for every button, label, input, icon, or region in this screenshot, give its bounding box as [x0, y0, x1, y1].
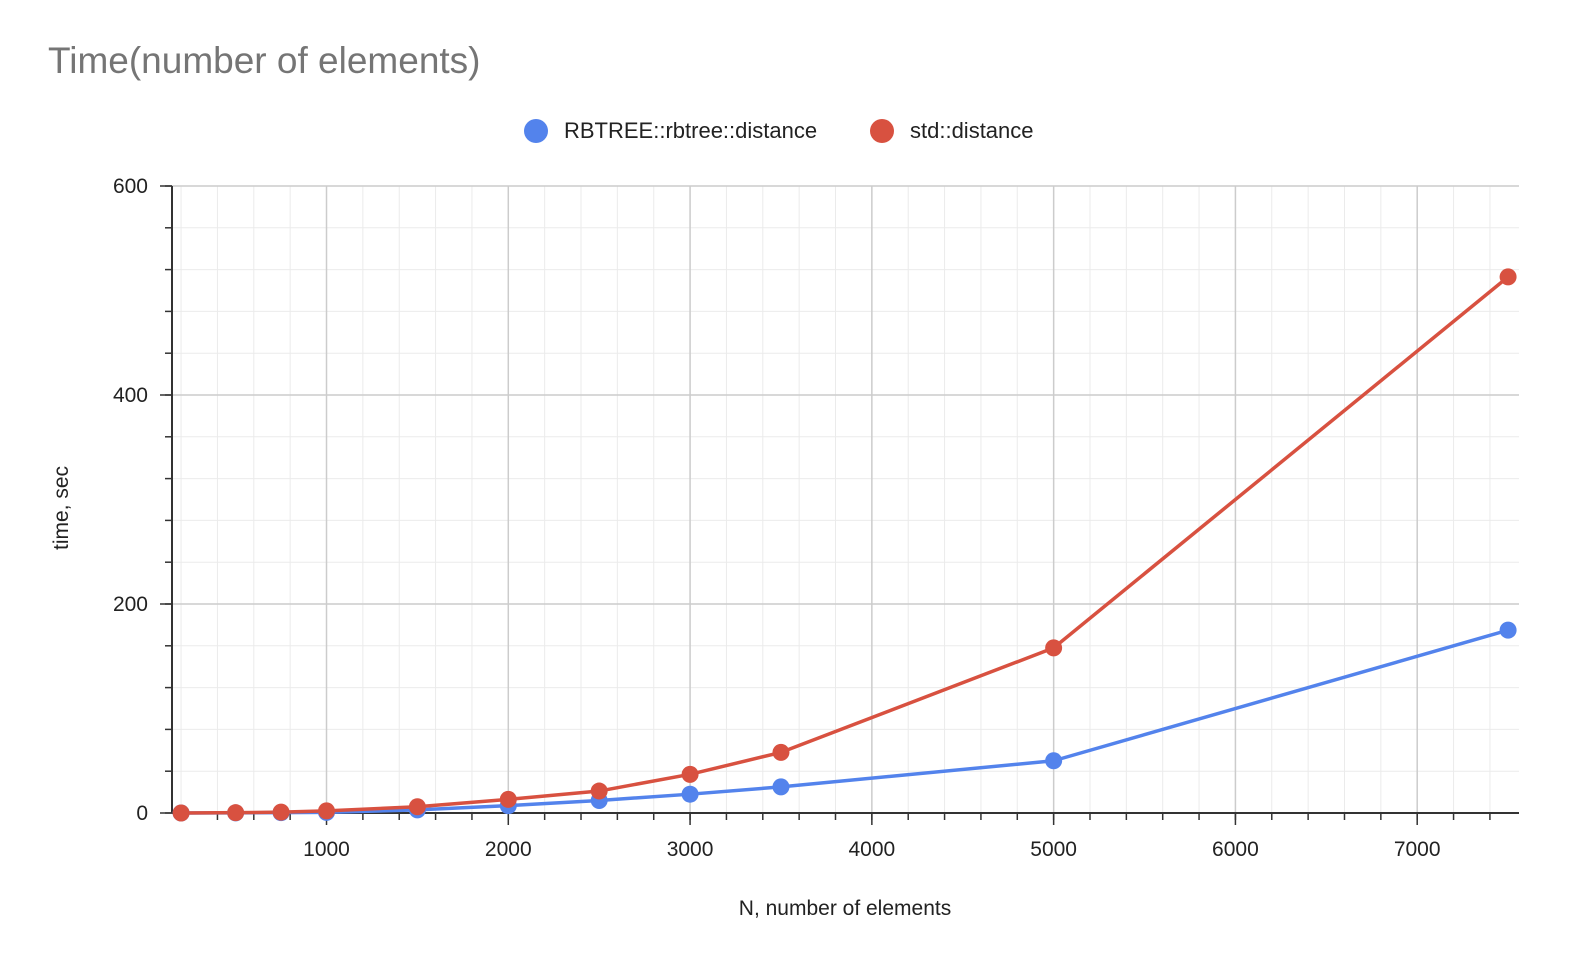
y-tick-label: 600	[113, 175, 148, 198]
x-tick-label: 6000	[1212, 838, 1259, 861]
minor-gridlines	[172, 185, 1519, 814]
legend-item-std[interactable]: std::distance	[870, 114, 1034, 148]
legend-swatch-std	[870, 119, 894, 143]
data-point-series-1	[227, 804, 245, 822]
major-gridlines	[172, 185, 1519, 814]
data-point-series-1	[172, 804, 190, 822]
data-point-series-1	[1045, 639, 1063, 657]
data-point-series-1	[681, 765, 699, 783]
y-tick-label: 200	[113, 593, 148, 616]
legend: RBTREE::rbtree::distance std::distance	[0, 114, 1576, 148]
data-point-series-0	[1045, 752, 1063, 770]
axes	[160, 185, 1519, 825]
x-tick-label: 5000	[1030, 838, 1077, 861]
x-axis-title: N, number of elements	[739, 897, 951, 920]
data-point-series-1	[318, 802, 336, 820]
series-lines	[179, 275, 1510, 815]
data-point-series-1	[272, 803, 290, 821]
x-tick-label: 1000	[303, 838, 350, 861]
legend-item-rbtree[interactable]: RBTREE::rbtree::distance	[524, 114, 817, 148]
y-tick-labels: 0 200 400 600	[113, 175, 148, 825]
chart-title: Time(number of elements)	[48, 40, 481, 81]
x-tick-label: 4000	[848, 838, 895, 861]
data-point-series-0	[681, 785, 699, 803]
y-tick-label: 0	[136, 802, 148, 825]
data-point-series-1	[499, 790, 517, 808]
legend-label-rbtree: RBTREE::rbtree::distance	[564, 118, 818, 143]
data-point-series-1	[1499, 268, 1517, 286]
x-tick-label: 7000	[1394, 838, 1441, 861]
series-points	[172, 268, 1517, 822]
x-tick-labels: 1000 2000 3000 4000 5000 6000 7000	[303, 838, 1440, 861]
series-line-1	[179, 275, 1510, 815]
y-tick-label: 400	[113, 384, 148, 407]
legend-swatch-rbtree	[524, 119, 548, 143]
x-tick-label: 3000	[667, 838, 714, 861]
data-point-series-1	[590, 782, 608, 800]
data-point-series-0	[1499, 621, 1517, 639]
data-point-series-0	[772, 778, 790, 796]
data-point-series-1	[408, 798, 426, 816]
x-tick-label: 2000	[485, 838, 532, 861]
legend-label-std: std::distance	[910, 118, 1034, 143]
series-line-0	[179, 628, 1510, 815]
data-point-series-1	[772, 743, 790, 761]
y-axis-title: time, sec	[50, 466, 73, 550]
